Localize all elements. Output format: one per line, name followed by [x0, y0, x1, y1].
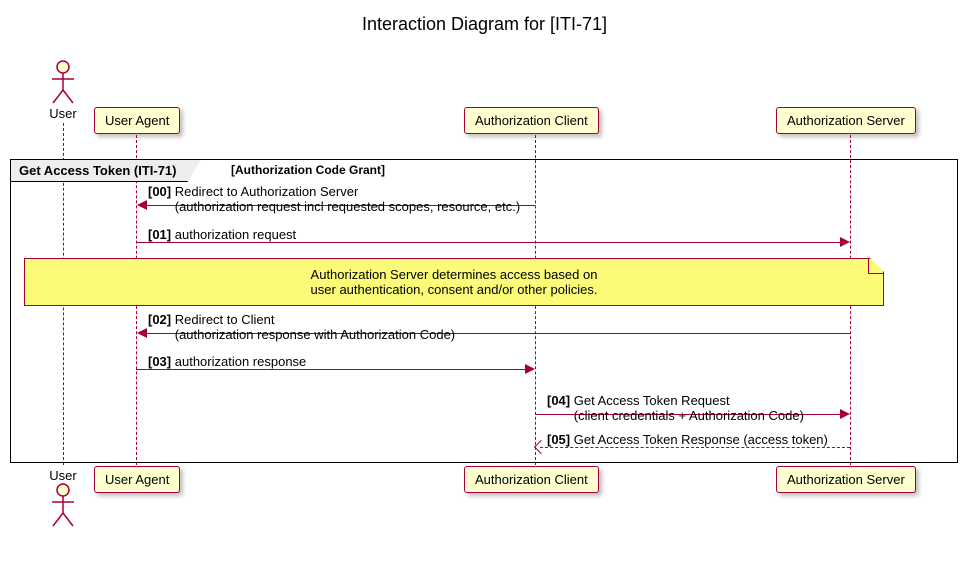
actor-user-top: User: [44, 60, 82, 121]
msg-01-label: [01] authorization request: [148, 227, 296, 242]
participant-auth-client-top: Authorization Client: [464, 107, 599, 134]
msg-00-label: [00] Redirect to Authorization Server (a…: [148, 184, 520, 214]
msg-04-label: [04] Get Access Token Request (client cr…: [547, 393, 804, 423]
actor-user-label-top: User: [44, 106, 82, 121]
msg-03-arrowhead: [525, 364, 535, 374]
msg-01-arrowhead: [840, 237, 850, 247]
sequence-diagram: User User Agent Authorization Client Aut…: [0, 45, 969, 565]
frame-subtitle: [Authorization Code Grant]: [231, 163, 385, 177]
actor-user-bottom: User: [44, 466, 82, 527]
msg-05-label: [05] Get Access Token Response (access t…: [547, 432, 828, 447]
participant-user-agent-bottom: User Agent: [94, 466, 180, 493]
participant-user-agent-top: User Agent: [94, 107, 180, 134]
participant-auth-server-bottom: Authorization Server: [776, 466, 916, 493]
policy-note: Authorization Server determines access b…: [24, 258, 884, 306]
person-icon: [50, 483, 76, 527]
msg-05-arrow: [540, 447, 850, 448]
actor-user-label-bottom: User: [44, 468, 82, 483]
msg-01-arrow: [136, 242, 840, 243]
msg-02-label: [02] Redirect to Client (authorization r…: [148, 312, 455, 342]
msg-02-arrowhead: [137, 328, 147, 338]
msg-00-arrowhead: [137, 200, 147, 210]
person-icon: [50, 60, 76, 104]
diagram-title: Interaction Diagram for [ITI-71]: [0, 0, 969, 45]
msg-03-arrow: [136, 369, 525, 370]
frame-title: Get Access Token (ITI-71): [10, 159, 202, 182]
msg-04-arrowhead: [840, 409, 850, 419]
msg-03-label: [03] authorization response: [148, 354, 306, 369]
participant-auth-client-bottom: Authorization Client: [464, 466, 599, 493]
participant-auth-server-top: Authorization Server: [776, 107, 916, 134]
